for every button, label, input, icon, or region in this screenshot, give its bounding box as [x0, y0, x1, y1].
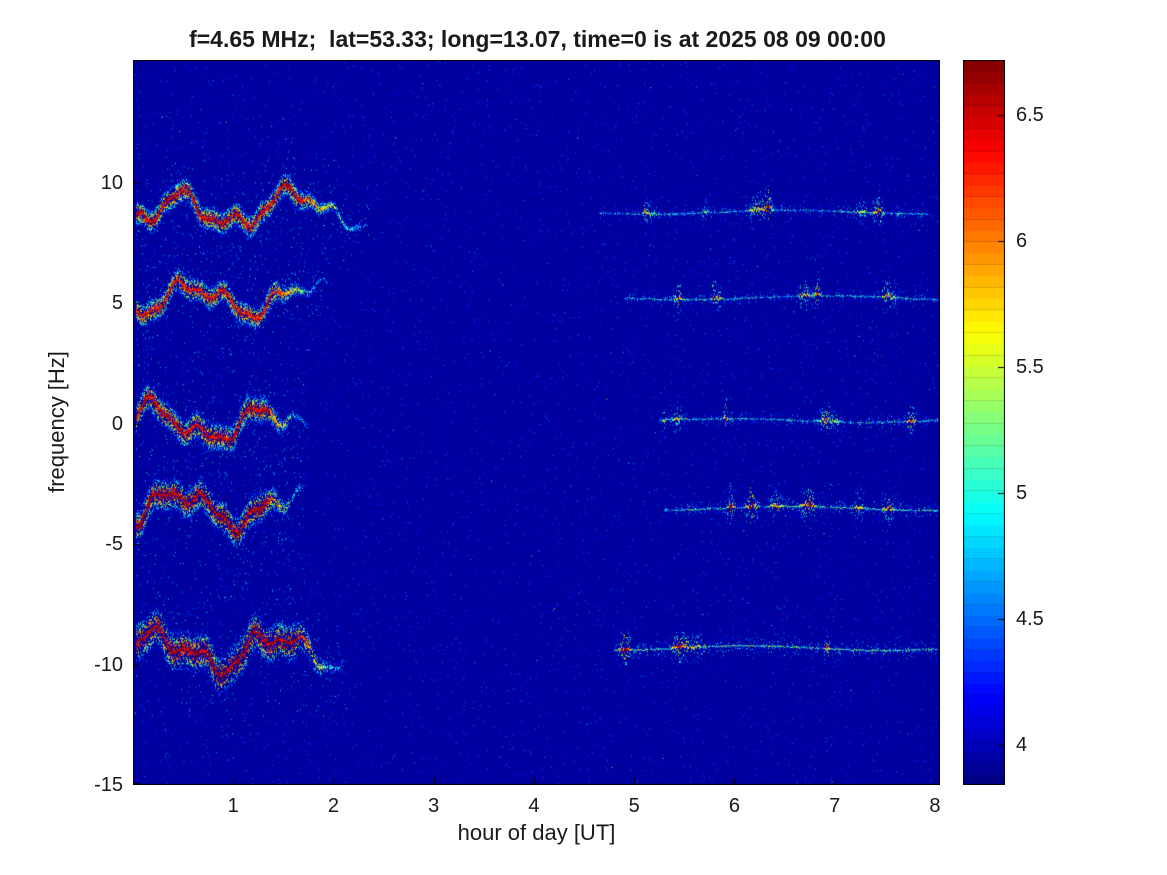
x-axis-label: hour of day [UT]	[457, 820, 616, 845]
x-tick-label: 6	[728, 795, 741, 817]
y-tick-label: -15	[94, 774, 123, 796]
x-tick-label: 8	[929, 795, 941, 817]
colorbar-tick-label: 6	[1016, 230, 1028, 253]
spectrogram-canvas	[133, 60, 940, 785]
colorbar-tick-label: 5	[1016, 481, 1028, 504]
x-tick-label: 1	[227, 795, 239, 817]
colorbar-tick-label: 4.5	[1016, 607, 1044, 630]
y-tick-label: -10	[94, 653, 123, 676]
colorbar-tick-label: 4	[1016, 733, 1028, 756]
y-tick-label: 10	[100, 171, 123, 194]
y-tick-label: -5	[105, 533, 123, 556]
colorbar	[963, 60, 1005, 785]
colorbar-tick-label: 6.5	[1016, 104, 1044, 127]
x-tick-label: 3	[428, 795, 440, 817]
plot-title: f=4.65 MHz; lat=53.33; long=13.07, time=…	[189, 26, 886, 52]
x-tick-label: 7	[829, 795, 841, 817]
colorbar-tick-label: 5.5	[1016, 356, 1044, 379]
y-tick-label: 0	[111, 412, 123, 435]
x-tick-label: 5	[628, 795, 640, 817]
y-tick-label: 5	[111, 292, 123, 315]
x-tick-label: 4	[528, 795, 540, 817]
x-tick-label: 2	[327, 795, 340, 817]
